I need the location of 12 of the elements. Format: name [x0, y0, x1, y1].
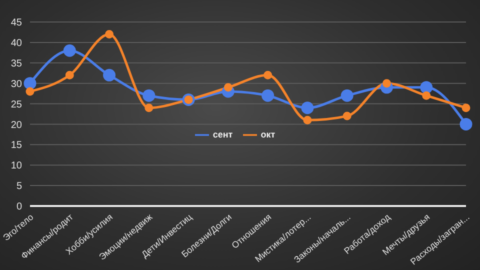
- y-tick-label: 45: [10, 18, 22, 29]
- y-tick-label: 35: [10, 58, 22, 70]
- y-tick-label: 0: [16, 202, 22, 213]
- y-tick-label: 10: [10, 160, 22, 172]
- y-tick-label: 30: [10, 78, 22, 90]
- legend-label: сент: [212, 129, 233, 140]
- legend-label: окт: [260, 129, 276, 140]
- y-tick-label: 15: [10, 140, 22, 152]
- y-tick-label: 20: [10, 120, 22, 131]
- y-tick-label: 40: [10, 38, 22, 49]
- y-tick-label: 5: [16, 181, 22, 192]
- y-tick-label: 25: [10, 99, 22, 110]
